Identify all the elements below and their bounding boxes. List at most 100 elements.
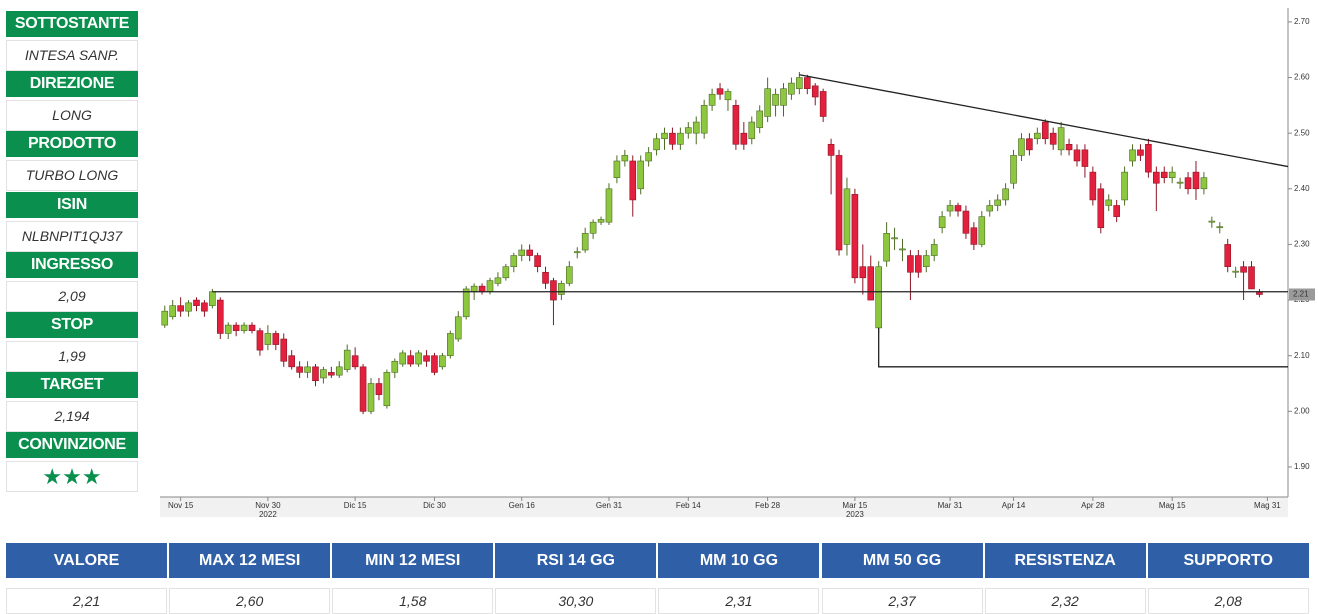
candle-body [280, 338, 288, 362]
candle-body [1010, 155, 1017, 184]
x-tick-label: Feb 28 [755, 501, 780, 510]
candle-body [685, 127, 692, 134]
candle-body [692, 121, 700, 134]
candle-body [835, 155, 843, 251]
y-tick-label: 2.50 [1294, 128, 1310, 137]
candle-body [1240, 266, 1247, 273]
candle-body [1097, 188, 1105, 229]
candle-body [1065, 143, 1073, 151]
candle-body [1192, 171, 1200, 190]
candle-body [899, 248, 906, 251]
y-tick-label: 2.10 [1294, 351, 1310, 360]
x-tick-label: Mar 31 [938, 501, 963, 510]
candle-body [1168, 171, 1176, 178]
candle-body [470, 285, 478, 293]
candle-body [986, 205, 994, 212]
candle-body [922, 255, 930, 267]
candle-body [819, 91, 827, 117]
candle-body [946, 205, 954, 212]
x-tick-label: Feb 14 [676, 501, 701, 510]
candle-body [573, 251, 581, 254]
candle-body [209, 291, 216, 306]
candle-body [1034, 132, 1041, 140]
candle-body [1216, 226, 1224, 229]
candle-body [478, 285, 486, 293]
x-tick-label: Mag 31 [1254, 501, 1281, 510]
table-header: MM 10 GG [658, 543, 820, 578]
table-value: 2,08 [1147, 588, 1309, 614]
candle-body [367, 383, 375, 412]
candle-body [788, 82, 795, 95]
candle-body [827, 143, 835, 156]
candle-body [1113, 205, 1120, 217]
candle-body [764, 88, 771, 117]
candle-body [1200, 177, 1208, 190]
table-header: VALORE [6, 543, 168, 578]
panel-value: INTESA SANP. [6, 40, 138, 71]
candle-body [803, 77, 811, 89]
candle-body [661, 132, 668, 140]
candle-body [677, 132, 684, 145]
x-tick-label: Apr 14 [1002, 501, 1026, 510]
candle-body [1137, 149, 1144, 156]
candle-body [883, 233, 890, 262]
candle-body [240, 324, 248, 331]
candle-body [780, 88, 787, 106]
x-tick-label: Nov 30 [255, 501, 281, 510]
candle-body [732, 105, 740, 145]
candle-body [716, 88, 724, 95]
candle-body [930, 244, 938, 256]
candle-body [407, 355, 414, 365]
y-tick-label: 1.90 [1294, 462, 1310, 471]
table-header: MM 50 GG [821, 543, 983, 578]
candle-body [581, 233, 589, 251]
table-header: SUPPORTO [1147, 543, 1309, 578]
panel-label: TARGET [6, 372, 138, 399]
candle-body [447, 333, 454, 356]
candle-body [1073, 149, 1081, 162]
candle-body [399, 352, 407, 365]
candle-body [1002, 188, 1009, 201]
panel-label: CONVINZIONE [6, 432, 138, 459]
candle-body [597, 219, 605, 223]
candle-body [296, 366, 303, 373]
candle-body [216, 299, 224, 334]
y-tick-label: 2.30 [1294, 240, 1310, 249]
candle-body [328, 372, 335, 376]
year-label: 2022 [259, 510, 277, 519]
table-value: 2,31 [658, 588, 820, 614]
table-header: MIN 12 MESI [332, 543, 494, 578]
candle-body [161, 310, 169, 326]
candle-body [1041, 121, 1049, 140]
candle-body [383, 372, 391, 407]
candle-body [851, 194, 859, 279]
candle-body [740, 132, 748, 145]
panel-value: LONG [6, 100, 138, 132]
candle-body [1232, 270, 1239, 273]
candle-body [486, 280, 494, 293]
candle-body [534, 255, 541, 267]
candle-body [915, 255, 922, 273]
candle-body [1208, 220, 1216, 223]
candle-body [629, 160, 637, 201]
candle-body [843, 188, 851, 245]
candle-body [359, 366, 367, 412]
last-value-label: 2.21 [1293, 290, 1309, 299]
panel-value: ★★★ [6, 461, 138, 493]
candle-body [796, 77, 803, 89]
candle-body [1057, 127, 1065, 151]
x-tick-label: Apr 28 [1081, 501, 1105, 510]
candle-body [502, 266, 510, 279]
panel-value: NLBNPIT1QJ37 [6, 220, 138, 252]
candle-body [335, 366, 343, 376]
x-tick-label: Dic 15 [344, 501, 367, 510]
y-tick-label: 2.70 [1294, 17, 1310, 26]
panel-label: DIREZIONE [6, 71, 138, 98]
candle-body [756, 110, 763, 128]
candle-body [938, 216, 946, 229]
x-tick-label: Dic 30 [423, 501, 446, 510]
panel-value: 2,09 [6, 280, 138, 312]
candle-body [621, 155, 629, 162]
candle-body [526, 249, 533, 256]
table-value: 2,21 [6, 588, 168, 614]
